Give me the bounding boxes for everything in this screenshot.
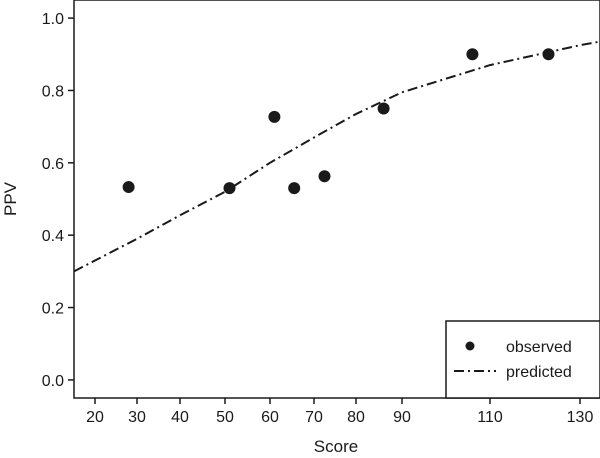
x-tick-label: 40 xyxy=(171,409,189,426)
x-tick-label: 130 xyxy=(567,409,594,426)
x-tick-label: 70 xyxy=(305,409,323,426)
observed-point xyxy=(466,48,479,61)
observed-series xyxy=(122,48,555,195)
legend: observed predicted xyxy=(445,320,600,399)
y-tick-label: 0.6 xyxy=(42,156,64,173)
y-axis-label: PPV xyxy=(1,181,20,216)
legend-predicted-label: predicted xyxy=(506,364,572,381)
observed-point xyxy=(122,181,135,194)
x-tick-label: 50 xyxy=(216,409,234,426)
legend-observed-symbol xyxy=(465,341,475,351)
observed-point xyxy=(318,170,331,183)
y-tick-label: 0.0 xyxy=(42,373,64,390)
x-axis-label: Score xyxy=(314,437,358,456)
observed-point xyxy=(268,110,281,123)
y-tick-label: 0.8 xyxy=(42,83,64,100)
x-axis: 20 30 40 50 60 70 80 90 110 130 xyxy=(86,398,593,426)
x-tick-label: 20 xyxy=(86,409,104,426)
x-tick-label: 110 xyxy=(477,409,503,426)
legend-observed-label: observed xyxy=(506,339,572,356)
plot-frame xyxy=(73,0,600,399)
x-tick-label: 30 xyxy=(128,409,146,426)
observed-point xyxy=(223,182,236,195)
y-tick-label: 1.0 xyxy=(42,11,64,28)
y-tick-label: 0.4 xyxy=(42,228,64,245)
legend-box xyxy=(445,320,600,399)
y-axis: 0.0 0.2 0.4 0.6 0.8 1.0 xyxy=(42,11,74,390)
predicted-series-line xyxy=(73,40,600,273)
observed-point xyxy=(377,102,390,115)
x-tick-label: 90 xyxy=(393,409,411,426)
observed-point xyxy=(542,48,555,61)
x-tick-label: 80 xyxy=(347,409,365,426)
x-tick-label: 60 xyxy=(261,409,279,426)
y-tick-label: 0.2 xyxy=(42,301,64,318)
observed-point xyxy=(288,182,301,195)
